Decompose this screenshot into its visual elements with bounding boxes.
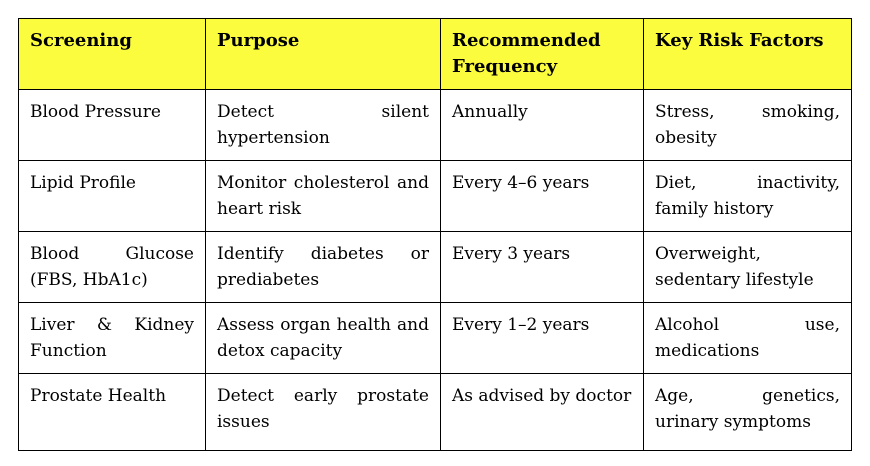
cell-risk-factors: Alcohol use, medications bbox=[643, 302, 852, 374]
cell-frequency: Every 3 years bbox=[440, 231, 644, 303]
header-cell-purpose: Purpose bbox=[205, 18, 441, 90]
cell-risk-factors: Age, genetics, urinary symptoms bbox=[643, 373, 852, 451]
cell-frequency: Every 1–2 years bbox=[440, 302, 644, 374]
cell-screening: Blood Glucose (FBS, HbA1c) bbox=[18, 231, 206, 303]
cell-risk-factors: Stress, smoking, obesity bbox=[643, 89, 852, 161]
cell-risk-factors: Overweight, sedentary lifestyle bbox=[643, 231, 852, 303]
cell-screening: Blood Pressure bbox=[18, 89, 206, 161]
cell-frequency: Every 4–6 years bbox=[440, 160, 644, 232]
table-header-row: Screening Purpose Recommended Frequency … bbox=[18, 18, 852, 90]
cell-screening: Lipid Profile bbox=[18, 160, 206, 232]
header-cell-frequency: Recommended Frequency bbox=[440, 18, 644, 90]
table-row: Blood Glucose (FBS, HbA1c) Identify diab… bbox=[18, 231, 852, 303]
header-cell-risk-factors: Key Risk Factors bbox=[643, 18, 852, 90]
cell-frequency: Annually bbox=[440, 89, 644, 161]
cell-frequency: As advised by doctor bbox=[440, 373, 644, 451]
cell-risk-factors: Diet, inactivity, family history bbox=[643, 160, 852, 232]
cell-purpose: Detect early prostate issues bbox=[205, 373, 441, 451]
header-cell-screening: Screening bbox=[18, 18, 206, 90]
cell-screening: Prostate Health bbox=[18, 373, 206, 451]
table-row: Blood Pressure Detect silent hypertensio… bbox=[18, 89, 852, 161]
cell-screening: Liver & Kidney Function bbox=[18, 302, 206, 374]
table-row: Lipid Profile Monitor cholesterol and he… bbox=[18, 160, 852, 232]
cell-purpose: Monitor cholesterol and heart risk bbox=[205, 160, 441, 232]
cell-purpose: Identify diabetes or prediabetes bbox=[205, 231, 441, 303]
table-row: Liver & Kidney Function Assess organ hea… bbox=[18, 302, 852, 374]
table-row: Prostate Health Detect early prostate is… bbox=[18, 373, 852, 451]
health-screening-table: Screening Purpose Recommended Frequency … bbox=[18, 18, 852, 451]
cell-purpose: Detect silent hypertension bbox=[205, 89, 441, 161]
cell-purpose: Assess organ health and detox capacity bbox=[205, 302, 441, 374]
